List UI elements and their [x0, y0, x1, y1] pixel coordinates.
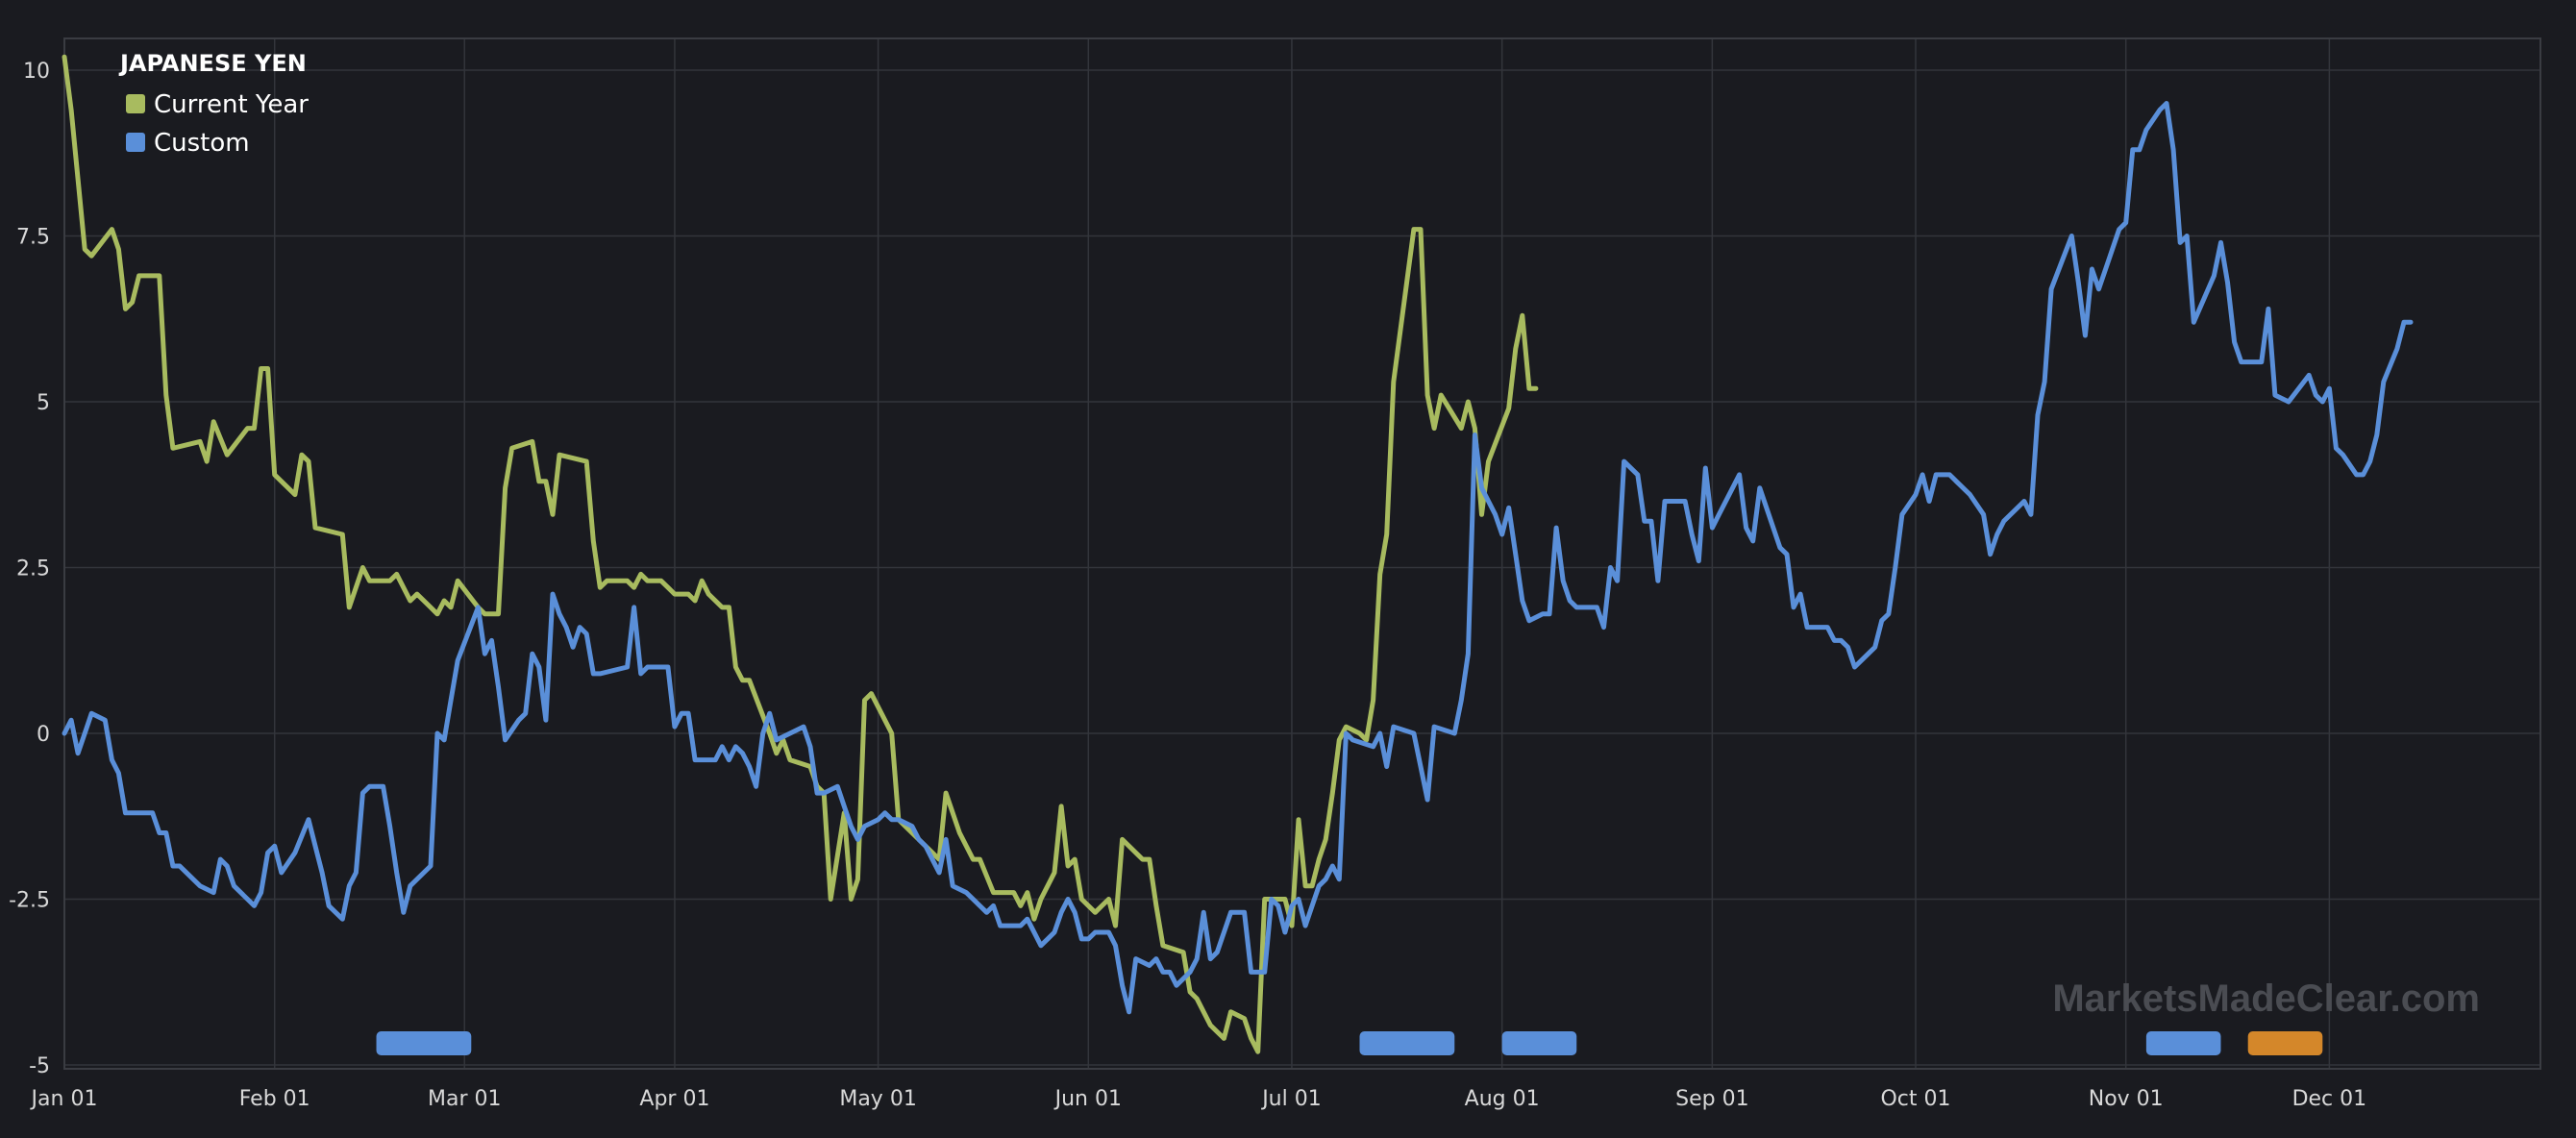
marker-bar	[376, 1031, 472, 1055]
marker-bar	[2247, 1031, 2323, 1055]
x-axis: Jan 01 Feb 01 Mar 01 Apr 01 May 01 Jun 01 Jul …	[30, 1087, 2367, 1111]
x-tick-label: Jun 01	[1053, 1087, 1122, 1111]
marker-bar	[2145, 1031, 2221, 1055]
legend-label-current-year: Current Year	[154, 90, 309, 119]
legend: JAPANESE YEN Current Year Custom	[118, 50, 309, 158]
x-tick-label: Aug 01	[1465, 1087, 1540, 1111]
x-tick-label: Sep 01	[1675, 1087, 1748, 1111]
x-tick-label: Jan 01	[30, 1087, 98, 1111]
plot-frame	[63, 37, 2541, 1070]
legend-title: JAPANESE YEN	[118, 50, 307, 77]
series-line-current-year	[62, 54, 1539, 1054]
legend-swatch-current-year	[126, 94, 145, 113]
x-tick-label: Oct 01	[1880, 1087, 1950, 1111]
x-tick-label: Apr 01	[639, 1087, 709, 1111]
y-tick-label: 0	[37, 723, 50, 747]
x-tick-label: Dec 01	[2292, 1087, 2367, 1111]
marker-bar	[1359, 1031, 1455, 1055]
legend-label-custom: Custom	[154, 129, 250, 158]
x-tick-label: Feb 01	[239, 1087, 310, 1111]
y-tick-label: -5	[29, 1054, 50, 1078]
y-tick-label: 5	[37, 391, 50, 415]
marker-bars	[376, 1031, 2323, 1055]
marker-bar	[1501, 1031, 1577, 1055]
x-tick-label: Mar 01	[428, 1087, 502, 1111]
y-tick-label: 2.5	[16, 557, 50, 581]
x-tick-label: Nov 01	[2089, 1087, 2164, 1111]
legend-swatch-custom	[126, 133, 145, 152]
series-line-custom	[62, 101, 2414, 1015]
x-tick-label: Jul 01	[1260, 1087, 1322, 1111]
y-axis: 10 7.5 5 2.5 0 -2.5 -5	[9, 60, 50, 1078]
x-tick-label: May 01	[839, 1087, 916, 1111]
y-tick-label: 7.5	[16, 226, 50, 250]
y-tick-label: 10	[23, 60, 50, 84]
series-lines	[62, 54, 2414, 1054]
watermark: MarketsMadeClear.com	[2052, 977, 2480, 1020]
y-tick-label: -2.5	[9, 889, 50, 913]
